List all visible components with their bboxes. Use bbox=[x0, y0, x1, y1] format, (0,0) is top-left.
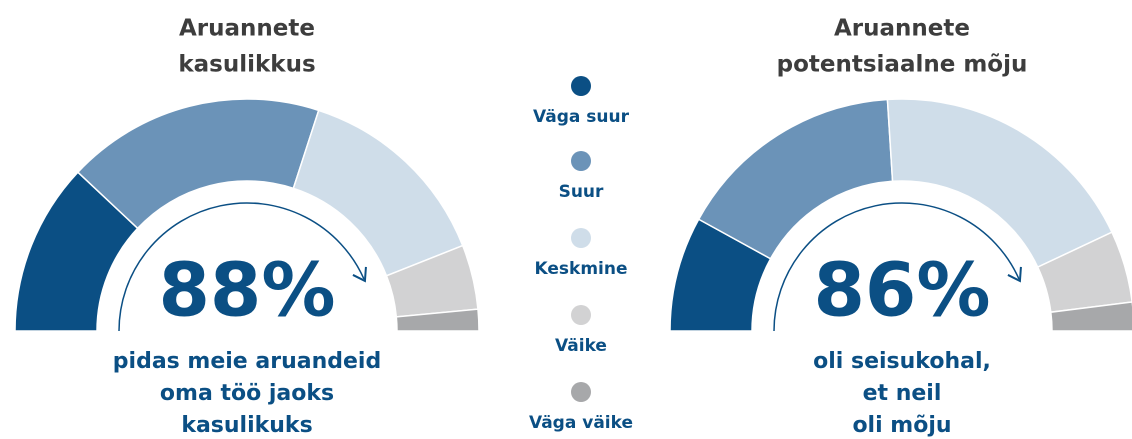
legend-label: Suur bbox=[559, 182, 604, 202]
caption: oma töö jaoks bbox=[160, 381, 334, 406]
gauge-segment bbox=[697, 98, 894, 260]
gauge-segment bbox=[395, 308, 480, 332]
arrow-head bbox=[352, 266, 367, 283]
gauge-segment bbox=[1049, 301, 1132, 332]
gauge-segment bbox=[886, 98, 1113, 269]
headline-value: 86% bbox=[813, 248, 990, 334]
legend-swatch bbox=[571, 151, 591, 171]
legend-swatch bbox=[571, 305, 591, 325]
caption: pidas meie aruandeid bbox=[113, 349, 381, 374]
legend-swatch bbox=[571, 228, 591, 248]
caption: oli mõju bbox=[852, 413, 951, 438]
legend-label: Väga suur bbox=[533, 107, 630, 127]
legend-label: Väike bbox=[555, 336, 607, 356]
caption: oli seisukohal, bbox=[813, 349, 991, 374]
legend-swatch bbox=[571, 76, 591, 96]
legend-swatch bbox=[571, 382, 591, 402]
chart-title: Aruannete bbox=[179, 16, 315, 42]
legend-label: Keskmine bbox=[534, 259, 627, 279]
legend-label: Väga väike bbox=[529, 413, 633, 433]
chart-title: Aruannete bbox=[834, 16, 970, 42]
chart-title: kasulikkus bbox=[178, 52, 315, 78]
chart-title: potentsiaalne mõju bbox=[777, 52, 1028, 78]
arrow-arc bbox=[773, 202, 1020, 332]
headline-value: 88% bbox=[158, 248, 335, 334]
caption: kasulikuks bbox=[181, 413, 312, 438]
arrow-head bbox=[1007, 266, 1022, 283]
arrow-arc bbox=[118, 202, 365, 332]
caption: et neil bbox=[863, 381, 942, 406]
